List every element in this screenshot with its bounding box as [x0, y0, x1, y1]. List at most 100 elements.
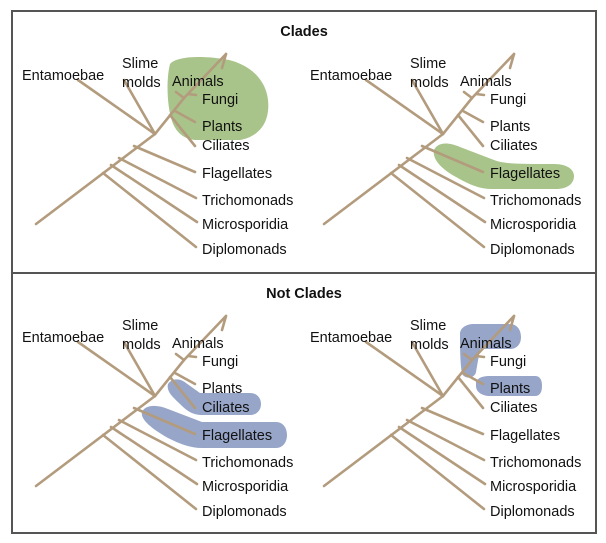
- branch-lines: [34, 52, 228, 249]
- taxon-label-animals: Animals: [172, 336, 224, 352]
- taxon-label-microsporidia: Microsporidia: [202, 479, 289, 495]
- branch-line: [168, 375, 197, 410]
- branch-lines: [322, 52, 516, 249]
- branch-line: [132, 144, 197, 174]
- tree-clades-left: Entamoebae Slime molds Animals Fungi Plants Ci…: [22, 52, 293, 258]
- taxon-label-plants: Plants: [490, 381, 530, 397]
- branch-line: [173, 371, 197, 386]
- taxon-label-diplomonads: Diplomonads: [202, 504, 287, 520]
- branch-line: [34, 132, 157, 226]
- branch-line: [322, 132, 445, 226]
- branch-line: [397, 425, 487, 486]
- branch-line: [410, 78, 445, 136]
- taxon-label-ciliates: Ciliates: [490, 400, 538, 416]
- branch-line: [173, 109, 197, 124]
- taxon-label-fungi: Fungi: [202, 354, 238, 370]
- taxon-label-entamoebae: Entamoebae: [310, 330, 392, 346]
- not-clades-panel-frame: [11, 272, 597, 534]
- branch-line: [389, 171, 486, 249]
- branch-line: [34, 394, 157, 488]
- highlight-flagellates: [433, 143, 574, 189]
- highlight-plants: [476, 376, 542, 396]
- branch-line: [508, 52, 516, 70]
- taxon-label-animals: Animals: [172, 74, 224, 90]
- highlight-ciliates-flagellates: [167, 379, 261, 415]
- clades-panel-frame: [11, 10, 597, 274]
- branch-line: [364, 340, 445, 398]
- taxon-label-animals: Animals: [460, 336, 512, 352]
- branch-lines: [34, 314, 228, 511]
- branch-line: [508, 314, 516, 332]
- highlight-ciliates-flagellates: [141, 405, 287, 448]
- branch-line: [456, 375, 485, 410]
- branch-line: [456, 113, 485, 148]
- taxon-label-plants: Plants: [202, 119, 242, 135]
- taxon-label-fungi: Fungi: [490, 354, 526, 370]
- taxon-label-plants: Plants: [490, 119, 530, 135]
- branch-line: [122, 340, 157, 398]
- taxon-label-animals: Animals: [460, 74, 512, 90]
- tree-clades-right: Entamoebae Slime molds Animals Fungi Plants Ci…: [310, 52, 581, 258]
- branch-line: [491, 314, 516, 340]
- branch-line: [132, 406, 197, 436]
- tree-not-clades-right: Entamoebae Slime molds Animals Fungi Plants Ci…: [310, 314, 581, 520]
- branch-line: [364, 78, 445, 136]
- branch-line: [474, 92, 486, 97]
- branch-line: [109, 425, 199, 486]
- taxon-label-trichomonads: Trichomonads: [202, 455, 293, 471]
- taxon-label-diplomonads: Diplomonads: [202, 242, 287, 258]
- taxon-label-slime-molds-line1: Slime: [122, 318, 158, 334]
- taxon-label-slime-molds-line1: Slime: [122, 56, 158, 72]
- branch-line: [491, 52, 516, 78]
- taxon-label-entamoebae: Entamoebae: [310, 68, 392, 84]
- taxon-label-entamoebae: Entamoebae: [22, 68, 104, 84]
- branch-line: [462, 352, 474, 362]
- clades-title: Clades: [280, 24, 328, 40]
- taxon-label-microsporidia: Microsporidia: [490, 479, 577, 495]
- taxon-label-plants: Plants: [202, 381, 242, 397]
- taxon-label-slime-molds-line2: molds: [122, 337, 161, 353]
- branch-line: [220, 52, 228, 70]
- branch-line: [389, 433, 486, 511]
- taxon-label-ciliates: Ciliates: [202, 138, 250, 154]
- taxon-label-diplomonads: Diplomonads: [490, 242, 575, 258]
- taxon-label-slime-molds-line2: molds: [410, 75, 449, 91]
- branch-line: [203, 52, 228, 78]
- taxon-label-ciliates: Ciliates: [202, 400, 250, 416]
- branch-line: [461, 371, 485, 386]
- taxon-label-fungi: Fungi: [490, 92, 526, 108]
- taxon-label-slime-molds-line2: molds: [410, 337, 449, 353]
- taxon-label-microsporidia: Microsporidia: [490, 217, 577, 233]
- branch-lines: [322, 314, 516, 511]
- branch-line: [405, 156, 486, 200]
- taxon-label-trichomonads: Trichomonads: [490, 455, 581, 471]
- branch-line: [405, 418, 486, 462]
- branch-line: [220, 314, 228, 332]
- taxon-label-slime-molds-line1: Slime: [410, 56, 446, 72]
- taxon-label-trichomonads: Trichomonads: [202, 193, 293, 209]
- branch-line: [474, 354, 486, 359]
- branch-line: [174, 352, 186, 362]
- branch-line: [174, 90, 186, 100]
- taxon-label-microsporidia: Microsporidia: [202, 217, 289, 233]
- taxon-label-trichomonads: Trichomonads: [490, 193, 581, 209]
- taxon-label-entamoebae: Entamoebae: [22, 330, 104, 346]
- branch-line: [420, 406, 485, 436]
- branch-line: [76, 78, 157, 136]
- branch-line: [168, 113, 197, 148]
- branch-line: [101, 171, 198, 249]
- branch-line: [420, 144, 485, 174]
- branch-line: [322, 394, 445, 488]
- highlight-animals-fungi-plants: [167, 56, 269, 140]
- branch-line: [117, 418, 198, 462]
- not-clades-title: Not Clades: [266, 286, 342, 302]
- taxon-label-flagellates: Flagellates: [490, 428, 560, 444]
- taxon-label-flagellates: Flagellates: [202, 428, 272, 444]
- branch-line: [117, 156, 198, 200]
- branch-line: [109, 163, 199, 224]
- branch-line: [462, 90, 474, 100]
- branch-line: [76, 340, 157, 398]
- branch-line: [122, 78, 157, 136]
- tree-not-clades-left: Entamoebae Slime molds Animals Fungi Plants Ci…: [22, 314, 293, 520]
